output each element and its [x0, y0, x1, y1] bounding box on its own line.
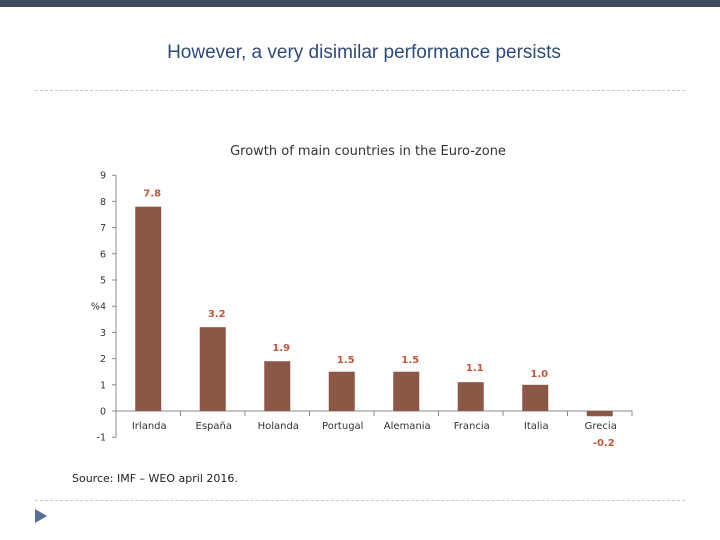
chart-title: Growth of main countries in the Euro-zon… — [230, 144, 506, 159]
category-label: Italia — [524, 421, 549, 432]
y-tick-label: 6 — [100, 249, 106, 260]
data-label: -0.2 — [593, 438, 615, 449]
top-accent-bar — [0, 0, 720, 7]
play-triangle-icon[interactable] — [34, 508, 48, 524]
data-label: 1.5 — [337, 355, 355, 366]
data-label: 3.2 — [208, 309, 226, 320]
y-tick-label: 8 — [100, 197, 106, 208]
bar-grecia — [586, 411, 613, 417]
slide-title: However, a very disimilar performance pe… — [167, 42, 561, 63]
category-label: Portugal — [322, 421, 363, 432]
category-label: España — [196, 421, 232, 432]
data-label: 1.1 — [466, 363, 484, 374]
category-label: Irlanda — [132, 421, 167, 432]
source-note: Source: IMF – WEO april 2016. — [72, 472, 238, 485]
y-tick-label: 5 — [100, 276, 106, 287]
bar-irlanda — [135, 206, 162, 411]
bar-francia — [457, 382, 484, 411]
y-tick-label: -1 — [97, 433, 106, 444]
data-label: 1.5 — [401, 355, 419, 366]
bar-españa — [199, 327, 226, 411]
y-tick-label: 2 — [100, 354, 106, 365]
bar-holanda — [264, 361, 291, 411]
y-tick-label: 9 — [100, 171, 106, 182]
chart-labels: Irlanda 7.8 España 3.2 Holanda 1.9 Portugal 1.5… — [132, 189, 617, 449]
category-label: Alemania — [384, 421, 431, 432]
chart-bars — [135, 206, 613, 417]
category-label: Francia — [454, 421, 490, 432]
bar-italia — [522, 384, 549, 411]
category-label: Grecia — [585, 421, 617, 432]
data-label: 1.9 — [272, 343, 290, 354]
chart-axes: -1 0 1 2 3 %4 5 6 7 8 9 — [91, 171, 633, 444]
bar-alemania — [393, 371, 420, 411]
bar-portugal — [328, 371, 355, 411]
category-label: Holanda — [258, 421, 299, 432]
y-tick-label: 0 — [100, 407, 106, 418]
y-tick-label: %4 — [91, 302, 106, 313]
y-tick-label: 7 — [100, 223, 106, 234]
footer-divider — [35, 500, 685, 501]
data-label: 7.8 — [143, 189, 161, 200]
data-label: 1.0 — [530, 369, 548, 380]
y-tick-label: 1 — [100, 380, 106, 391]
title-divider — [35, 90, 685, 91]
y-tick-label: 3 — [100, 328, 106, 339]
